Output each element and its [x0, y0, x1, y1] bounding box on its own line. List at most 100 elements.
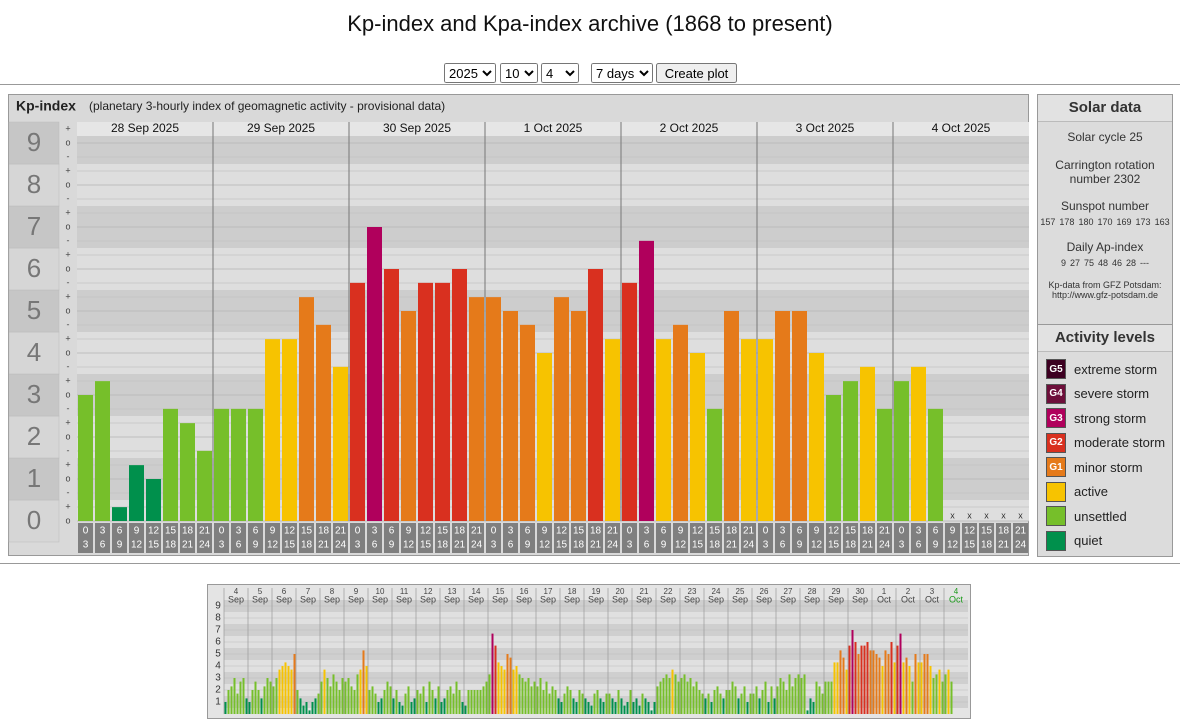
day-month: Sep	[780, 594, 796, 604]
day-month: Sep	[732, 594, 748, 604]
bar	[242, 678, 245, 714]
sunspot-value: 163	[1154, 217, 1170, 227]
bar	[308, 710, 311, 714]
create-plot-button[interactable]: Create plot	[656, 63, 737, 83]
bar	[359, 669, 362, 714]
y-subtick-label: +	[65, 207, 70, 217]
bar	[713, 690, 716, 714]
hour-start: 3	[372, 526, 378, 537]
y-label-box	[8, 415, 60, 459]
bar	[605, 693, 608, 714]
bar	[129, 465, 144, 521]
bar	[602, 702, 605, 714]
y-subtick-label: -	[67, 403, 70, 413]
day-number: 15	[496, 587, 505, 596]
hour-end: 21	[998, 540, 1010, 551]
bar	[741, 339, 756, 521]
hour-end: 15	[828, 540, 840, 551]
hour-end: 3	[491, 540, 497, 551]
hour-start: 9	[134, 526, 140, 537]
y-tick-label: 3	[215, 673, 221, 684]
bar	[743, 686, 746, 714]
bar	[338, 690, 341, 714]
day-month: Sep	[852, 594, 868, 604]
hour-box	[996, 523, 1011, 553]
hour-box	[554, 523, 569, 553]
page-title: Kp-index and Kpa-index archive (1868 to …	[347, 11, 833, 36]
hour-start: 9	[678, 526, 684, 537]
hour-box	[911, 523, 926, 553]
sunspot-value: 170	[1097, 217, 1113, 227]
hour-box	[78, 523, 93, 553]
bar	[779, 678, 782, 714]
bar	[639, 240, 654, 522]
ap-value: 46	[1112, 258, 1123, 268]
hour-box	[826, 523, 841, 553]
hour-box	[180, 523, 195, 553]
hour-end: 6	[508, 540, 514, 551]
bar	[437, 686, 440, 714]
bar	[776, 686, 779, 714]
bar	[899, 633, 902, 714]
bar	[605, 339, 620, 521]
bar	[485, 681, 488, 714]
day-month: Sep	[276, 594, 292, 604]
ap-title: Daily Ap-index	[1066, 240, 1144, 254]
bar	[572, 698, 575, 714]
hour-start: 3	[644, 526, 650, 537]
y-label-box	[8, 289, 60, 333]
y-label-box	[8, 373, 60, 417]
bar	[425, 702, 428, 714]
bar	[848, 645, 851, 714]
bar	[248, 408, 263, 521]
bar	[635, 698, 638, 714]
sunspot-title: Sunspot number	[1060, 199, 1150, 213]
y-tick-label: 3	[27, 379, 41, 409]
y-tick-label: 1	[27, 463, 41, 493]
bar	[380, 698, 383, 714]
bar	[641, 693, 644, 714]
day-month: Sep	[756, 594, 772, 604]
bar	[344, 681, 347, 714]
day-number: 21	[640, 587, 649, 596]
bar	[392, 698, 395, 714]
bar	[458, 690, 461, 714]
day-header	[213, 122, 349, 136]
hour-box	[112, 523, 127, 553]
day-header	[77, 122, 213, 136]
bar	[632, 702, 635, 714]
year-select[interactable]: 2025	[444, 63, 496, 83]
y-label-box	[8, 121, 60, 165]
day-number: 3	[930, 587, 935, 596]
bar	[932, 678, 935, 714]
legend-swatch: G2	[1046, 432, 1066, 453]
legend-swatch	[1046, 530, 1066, 551]
bar	[248, 702, 251, 714]
y-subtick-label: +	[65, 291, 70, 301]
y-subtick-label: -	[67, 151, 70, 161]
hour-box	[282, 523, 297, 553]
bar	[617, 690, 620, 714]
hour-box	[605, 523, 620, 553]
bar	[854, 642, 857, 714]
day-number: 27	[784, 587, 793, 596]
bar	[623, 705, 626, 714]
bar	[311, 702, 314, 714]
bar	[928, 408, 943, 521]
hour-box	[588, 523, 603, 553]
ap-value: 48	[1098, 258, 1109, 268]
day-number: 1	[882, 587, 887, 596]
ap-value: ---	[1140, 258, 1150, 268]
bar	[275, 678, 278, 714]
day-select[interactable]: 4	[541, 63, 579, 83]
day-month: Sep	[300, 594, 316, 604]
bar	[418, 282, 433, 521]
hour-start: 15	[573, 526, 585, 537]
hour-start: 9	[542, 526, 548, 537]
month-select[interactable]: 10	[500, 63, 538, 83]
bar	[584, 698, 587, 714]
bar	[656, 339, 671, 521]
span-select[interactable]: 7 days	[591, 63, 653, 83]
hour-box	[146, 523, 161, 553]
bar	[818, 686, 821, 714]
